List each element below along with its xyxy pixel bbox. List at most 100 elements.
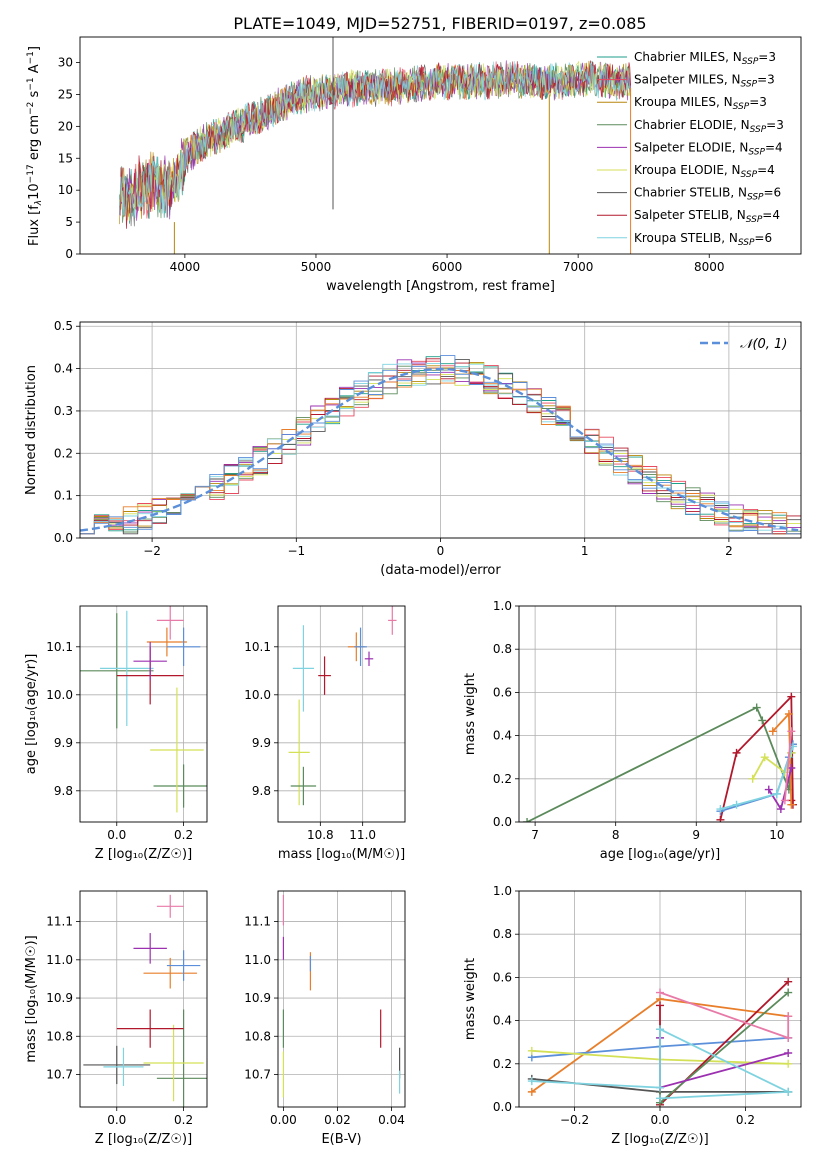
y-tick-label: 1.0 [493,599,512,613]
weight-marker [656,1094,664,1103]
y-axis-label-part: erg cm [27,115,42,164]
y-tick-label: 0.5 [54,319,73,333]
y-tick-label: 9.9 [252,736,271,750]
y-tick-label: 11.0 [46,953,73,967]
y-tick-label: 0.4 [54,362,73,376]
x-tick-label: 0.2 [174,1113,193,1127]
axes-frame [518,890,802,1108]
x-tick-label: 1 [581,544,589,558]
x-axis-label: mass [log₁₀(M/M☉)] [278,847,405,862]
x-tick-label: 2 [725,544,733,558]
weight-marker [716,805,725,814]
weight-marker [784,1049,793,1057]
weight-marker [527,1046,536,1055]
x-axis-label: age [log₁₀(age/yr)] [600,847,721,862]
x-axis-label: Z [log₁₀(Z/Z☉)] [95,847,192,862]
weight-marker [764,785,773,794]
legend-sub: SSP [738,238,755,248]
legend-name: Kroupa STELIB, N [634,231,738,245]
panel-age_vs_Z: 0.0 0.2 9.8 9.9 10.0 10.1 Z [log₁₀(Z/Z☉)] age [… [24,605,208,862]
errorbar-point [83,1045,151,1085]
errorbar-point [156,1009,207,1107]
y-axis-label-part: A [27,64,42,77]
weight-series-line [531,1027,789,1093]
legend-name: Salpeter ELODIE, N [634,140,748,154]
x-tick-label: 9 [692,828,700,842]
weight-marker [780,796,789,805]
y-axis-label: mass [log₁₀(M/M☉)] [24,935,39,1062]
y-tick-label: 10.7 [244,1068,271,1082]
normal-curve [80,367,799,532]
legend-suffix: =6 [764,186,782,200]
y-axis-label: mass weight [463,958,478,1040]
y-tick-label: 10.9 [244,991,271,1005]
weight-marker [787,692,796,701]
x-tick-label: 5000 [301,260,332,274]
panel-mass_vs_Z: 0.0 0.2 10.7 10.8 10.9 11.0 11.1 Z [log₁₀(Z/Z☉)… [24,890,208,1147]
y-tick-label: 10.1 [46,640,73,654]
weight-marker [772,789,781,798]
panel-age_vs_mass: 10.8 11.0 9.8 9.9 10.0 10.1 mass [log₁₀(M/M☉)] [244,605,406,862]
legend-suffix: =3 [766,118,784,132]
y-tick-label: 0.0 [493,1100,512,1114]
legend-sub: SSP [741,80,758,90]
x-axis-label: (data-model)/error [380,563,501,578]
x-tick-label: 11.0 [349,828,376,842]
axes-frame [277,890,406,1108]
x-tick-label: −2 [143,544,161,558]
errorbar-point [143,957,197,989]
weight-marker [787,800,796,809]
y-tick-label: 9.9 [54,736,73,750]
y-tick-label: 0.4 [493,729,512,743]
axes-frame [79,36,802,255]
legend-name: Salpeter MILES, N [634,73,741,87]
errorbar-point [80,613,154,729]
x-tick-label: −1 [287,544,305,558]
weight-marker [523,818,532,822]
y-axis-label-part: −1 [26,51,36,64]
legend-sub: SSP [750,125,767,135]
y-axis-label-part: s [27,90,42,101]
x-tick-label: 7 [531,828,539,842]
weight-series-line [720,746,794,810]
legend-name: Kroupa ELODIE, N [634,163,741,177]
legend-entry: Kroupa STELIB, NSSP=6 [634,231,772,248]
plot-area [288,606,397,806]
legend-suffix: =4 [757,163,775,177]
x-tick-label: 0.04 [378,1113,405,1127]
panel-mass_vs_ebv: 0.00 0.02 0.04 10.7 10.8 10.9 11.0 11.1 E(B-V) [244,890,406,1147]
weight-marker [768,727,777,736]
y-tick-label: 0 [65,247,73,261]
plot-area [118,37,632,254]
x-tick-label: 10.8 [307,828,334,842]
weight-marker [787,727,796,736]
y-axis-label-part: Flux [f [27,205,42,246]
y-axis-label: age [log₁₀(age/yr)] [24,654,39,775]
errorbar-point [146,627,187,657]
y-tick-label: 10.0 [244,688,271,702]
weight-marker [527,1077,536,1086]
axes-frame [79,605,208,823]
x-tick-label: 4000 [170,260,201,274]
y-axis-label: Normed distribution [24,365,39,495]
errorbar-point [143,1024,204,1102]
x-tick-label: 0.00 [270,1113,297,1127]
errorbar-point [150,687,204,813]
errorbar-point [133,642,167,681]
panel-residuals: −2 −1 0 1 2 0.0 0.1 0.2 0.3 0.4 0.5 (data-model)/er… [24,319,802,578]
x-tick-label: 8000 [694,260,725,274]
weight-series-line [526,706,793,822]
y-tick-label: 0.3 [54,404,73,418]
y-tick-label: 0.8 [493,927,512,941]
x-axis-label: Z [log₁₀(Z/Z☉)] [611,1132,708,1147]
legend-name: Chabrier MILES, N [634,50,742,64]
axes-frame [518,605,802,823]
axes-frame [79,321,802,539]
axes-frame [79,890,208,1108]
legend-entry: Kroupa ELODIE, NSSP=4 [634,163,775,180]
legend-entry: Chabrier STELIB, NSSP=6 [634,186,781,203]
legend-entry: Chabrier MILES, NSSP=3 [634,50,776,67]
plot-area [282,894,401,1098]
x-tick-label: 0.0 [650,1113,669,1127]
